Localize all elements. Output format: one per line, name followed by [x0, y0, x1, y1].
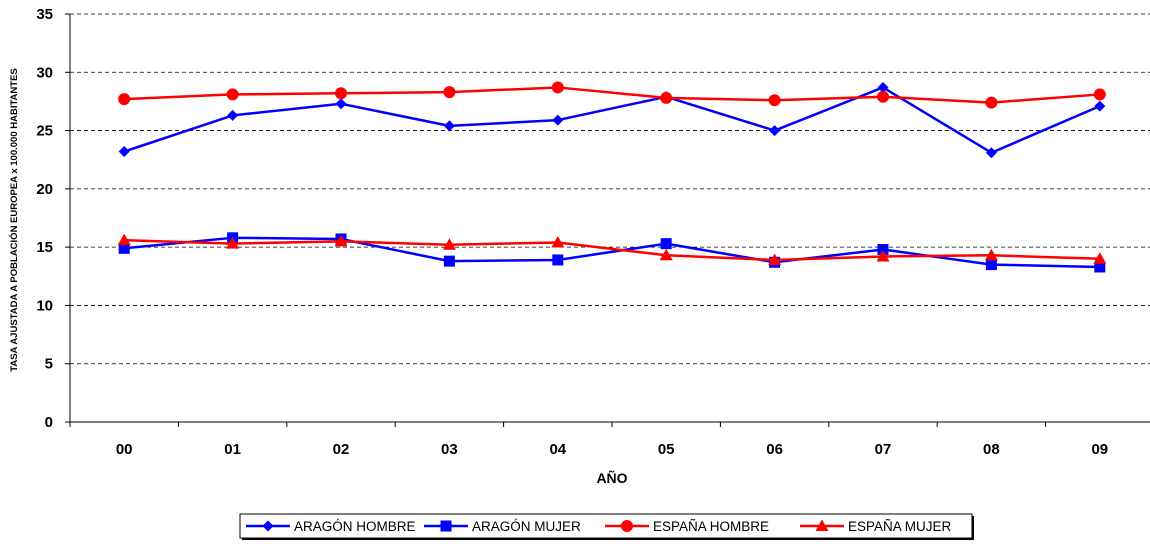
y-tick-label: 20 — [36, 181, 53, 198]
data-point — [768, 253, 782, 265]
data-point — [552, 114, 564, 126]
y-tick-label: 5 — [45, 356, 53, 373]
legend-entry: ARAGÓN MUJER — [424, 519, 581, 534]
data-point — [985, 259, 997, 271]
data-point — [118, 242, 130, 254]
legend-entry: ARAGÓN HOMBRE — [246, 519, 416, 534]
axes — [69, 14, 1150, 423]
y-tick-label: 25 — [36, 123, 53, 140]
legend-label: ESPAÑA MUJER — [848, 519, 952, 534]
x-tick-label: 06 — [766, 441, 783, 458]
legend-label: ARAGÓN HOMBRE — [294, 519, 416, 534]
data-point — [552, 254, 564, 266]
series-2 — [118, 81, 1106, 109]
y-tick-label: 30 — [36, 64, 53, 81]
data-point — [877, 81, 889, 93]
x-tick-label: 09 — [1091, 441, 1108, 458]
data-point — [227, 109, 239, 121]
y-tick-label: 10 — [36, 297, 53, 314]
data-point — [877, 243, 889, 255]
legend: ARAGÓN HOMBRE ARAGÓN MUJER ESPAÑA HOMBRE ES… — [239, 513, 974, 540]
legend-entry: ESPAÑA HOMBRE — [605, 519, 769, 534]
legend-marker — [440, 520, 452, 532]
data-point — [443, 86, 456, 99]
data-point — [1094, 261, 1106, 273]
legend-entry: ESPAÑA MUJER — [800, 519, 952, 534]
x-tick-label: 04 — [549, 441, 566, 458]
legend-marker — [815, 519, 829, 531]
legend-label: ESPAÑA HOMBRE — [653, 519, 769, 534]
x-tick-label: 05 — [658, 441, 675, 458]
data-point — [335, 87, 347, 100]
legend-marker — [262, 520, 274, 532]
data-point — [226, 88, 239, 101]
y-tick-label: 35 — [36, 6, 53, 23]
y-tick-label: 15 — [36, 239, 53, 256]
data-point — [660, 238, 672, 250]
series-1 — [118, 232, 1106, 273]
x-tick-label: 02 — [333, 441, 350, 458]
data-point — [985, 96, 998, 109]
data-point — [443, 255, 455, 267]
series-3 — [117, 233, 1107, 265]
x-tick-label: 07 — [875, 441, 892, 458]
x-tick-labels: 00 01 02 03 04 05 06 07 08 09 — [116, 441, 1108, 458]
series-line — [124, 238, 1100, 262]
y-tick-labels: 0 5 10 15 20 25 30 35 — [36, 6, 53, 431]
data-point — [659, 248, 673, 261]
data-point — [769, 125, 781, 137]
gridlines — [65, 13, 1150, 427]
x-tick-label: 01 — [224, 441, 241, 458]
x-tick-label: 03 — [441, 441, 458, 458]
y-tick-label: 0 — [45, 414, 53, 431]
data-point — [768, 94, 781, 107]
data-point — [876, 249, 890, 262]
data-point — [1093, 88, 1106, 101]
data-point — [985, 147, 997, 159]
data-point — [118, 146, 130, 158]
x-tick-label: 08 — [983, 441, 1000, 458]
data-point — [1094, 100, 1106, 112]
x-axis-title: AÑO — [596, 469, 627, 486]
data-point — [660, 91, 673, 104]
data-point — [877, 90, 889, 103]
legend-label: ARAGÓN MUJER — [472, 519, 581, 534]
data-point — [551, 235, 565, 248]
series-0 — [118, 81, 1106, 159]
data-point — [551, 81, 564, 94]
series-lines — [117, 81, 1107, 273]
data-point — [334, 234, 348, 247]
data-point — [118, 93, 131, 106]
y-axis-title: TASA AJUSTADA A POBLACIÓN EUROPEA x 100.… — [8, 68, 20, 372]
data-point — [226, 237, 240, 249]
x-tick-label: 00 — [116, 441, 133, 458]
legend-marker — [621, 520, 633, 532]
series-line — [123, 86, 1101, 154]
data-point — [443, 120, 455, 132]
data-point — [1093, 252, 1107, 264]
data-point — [984, 248, 998, 261]
series-line — [124, 86, 1100, 104]
data-point — [442, 238, 456, 250]
data-point — [335, 98, 347, 110]
data-point — [117, 233, 131, 246]
